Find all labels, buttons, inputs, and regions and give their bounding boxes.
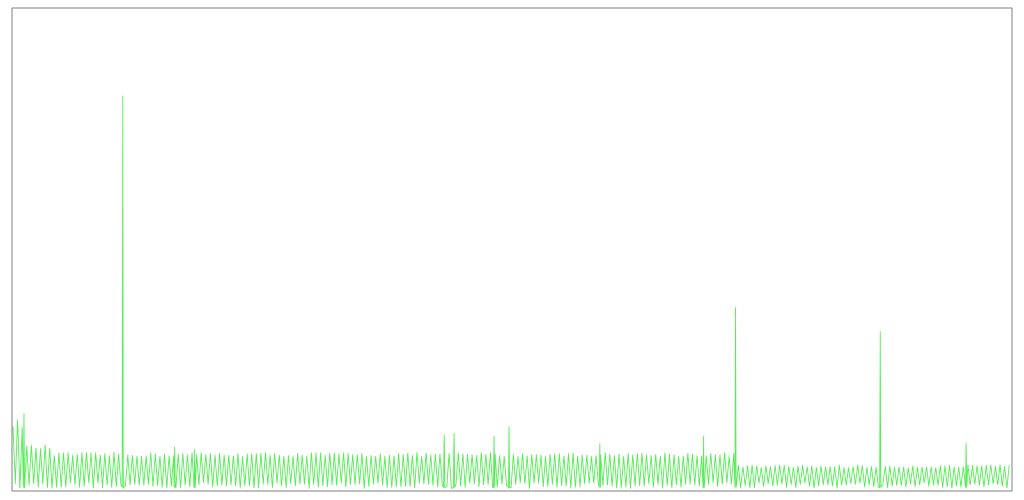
series-line-0 xyxy=(12,95,1010,490)
series-layer xyxy=(12,95,1010,490)
plot-frame xyxy=(11,7,1013,492)
